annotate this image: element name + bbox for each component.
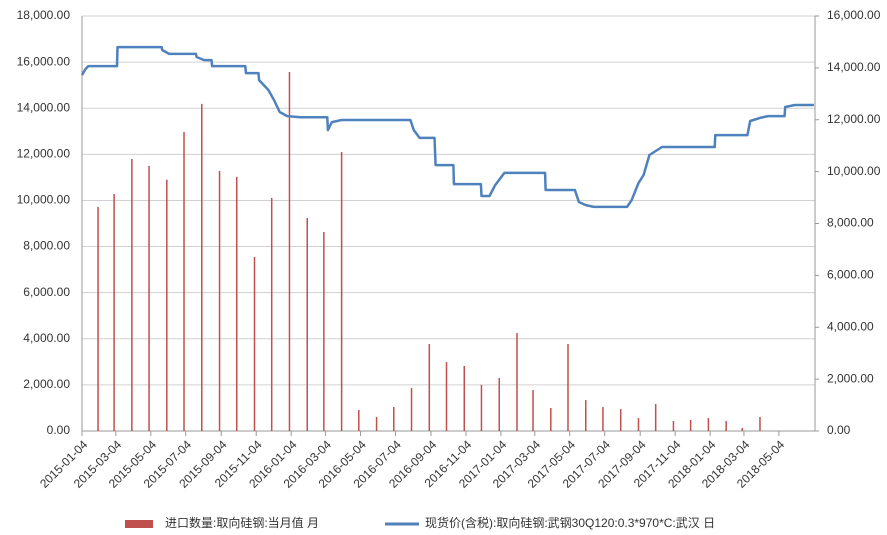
y-tick-label: 16,000.00 <box>17 54 71 68</box>
bar <box>463 365 466 431</box>
y-tick-label: 6,000.00 <box>23 285 70 299</box>
bar <box>166 179 168 431</box>
line <box>80 45 814 209</box>
bar <box>113 193 115 431</box>
y2-tick-label: 14,000.00 <box>827 60 881 74</box>
bar <box>288 72 291 432</box>
bar <box>602 407 604 431</box>
bar <box>550 407 552 431</box>
bar <box>741 428 743 431</box>
bar <box>393 407 395 431</box>
bar <box>637 418 640 431</box>
y2-tick-label: 16,000.00 <box>827 8 881 22</box>
bar <box>672 421 675 431</box>
bar <box>306 217 308 431</box>
y-tick-label: 10,000.00 <box>17 193 71 207</box>
bar <box>498 377 500 431</box>
y2-tick-label: 10,000.00 <box>827 164 881 178</box>
bar <box>445 362 448 431</box>
legend-label: 进口数量:取向硅钢:当月值 月 <box>165 515 319 530</box>
legend-swatch <box>125 520 153 528</box>
bar <box>759 416 761 431</box>
bar <box>567 344 569 431</box>
bar <box>480 384 483 431</box>
y-tick-label: 18,000.00 <box>17 8 71 22</box>
bar <box>148 165 150 431</box>
bar <box>218 170 221 431</box>
bar <box>97 206 99 431</box>
y-tick-label: 8,000.00 <box>23 239 70 253</box>
y2-tick-label: 0.00 <box>827 423 851 437</box>
bar <box>689 419 692 431</box>
y-tick-label: 12,000.00 <box>17 147 71 161</box>
bar <box>654 404 657 431</box>
y2-tick-label: 12,000.00 <box>827 112 881 126</box>
legend-label: 现货价(含税):取向硅钢:武钢30Q120:0.3*970*C:武汉 日 <box>425 515 715 530</box>
bar <box>201 103 203 431</box>
bar <box>358 410 360 431</box>
bar <box>235 176 238 431</box>
bar <box>619 409 622 431</box>
bar <box>516 333 518 431</box>
bar <box>375 416 378 431</box>
bar <box>725 421 727 431</box>
bar <box>340 152 343 431</box>
y-tick-label: 2,000.00 <box>23 377 70 391</box>
bar <box>270 197 273 431</box>
bar <box>131 158 133 431</box>
y2-tick-label: 2,000.00 <box>827 371 874 385</box>
bar <box>532 389 534 431</box>
y-tick-label: 14,000.00 <box>17 100 71 114</box>
y2-tick-label: 6,000.00 <box>827 268 874 282</box>
y-tick-label: 0.00 <box>47 423 71 437</box>
y2-tick-label: 4,000.00 <box>827 319 874 333</box>
bar <box>707 418 710 431</box>
y-tick-label: 4,000.00 <box>23 331 70 345</box>
bar <box>428 344 431 431</box>
bar <box>410 387 413 431</box>
y2-tick-label: 8,000.00 <box>827 216 874 230</box>
bar <box>183 131 185 431</box>
bar <box>323 232 325 431</box>
bar <box>253 256 256 431</box>
bar <box>585 400 587 431</box>
